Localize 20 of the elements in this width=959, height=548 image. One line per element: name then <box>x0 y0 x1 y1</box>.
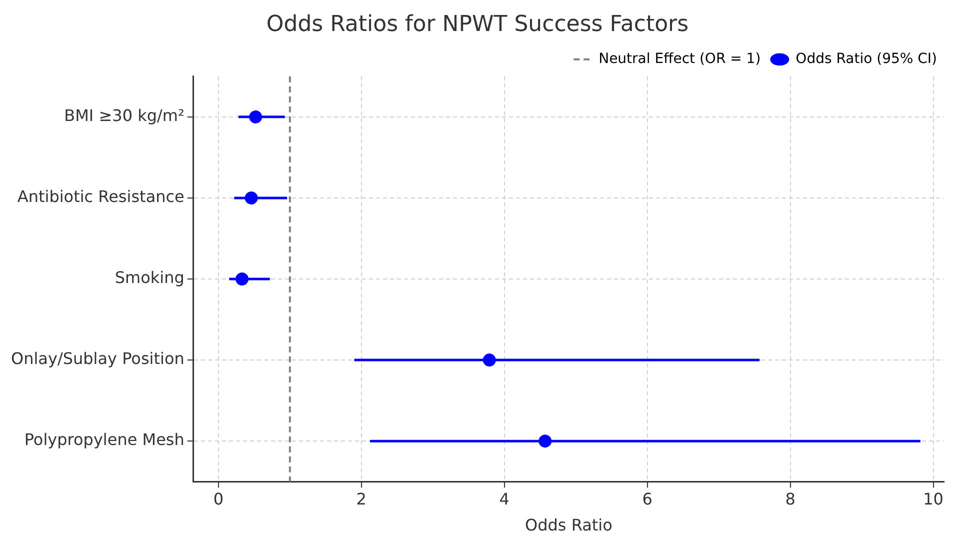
point <box>236 272 249 286</box>
x-tick-label: 4 <box>499 489 510 508</box>
x-axis-title: Odds Ratio <box>524 516 612 535</box>
y-tick-label: Antibiotic Resistance <box>17 187 184 206</box>
y-tick-label: Onlay/Sublay Position <box>10 349 184 368</box>
point <box>244 191 258 204</box>
x-tick-label: 8 <box>785 489 796 508</box>
legend-label: Neutral Effect (OR = 1) <box>598 51 761 68</box>
y-tick-label: BMI ≥30 kg/m² <box>64 106 184 126</box>
x-tick-label: 10 <box>923 489 944 508</box>
point <box>482 354 496 367</box>
x-tick-label: 6 <box>642 489 652 508</box>
legend-label: Odds Ratio (95% CI) <box>796 51 937 68</box>
y-tick-label: Smoking <box>114 268 184 288</box>
y-tick-label: Polypropylene Mesh <box>24 430 184 450</box>
x-tick-label: 0 <box>213 489 224 508</box>
point <box>249 110 262 124</box>
x-tick-label: 2 <box>356 489 366 508</box>
point <box>538 434 552 448</box>
chart-title: Odds Ratios for NPWT Success Factors <box>266 12 689 37</box>
